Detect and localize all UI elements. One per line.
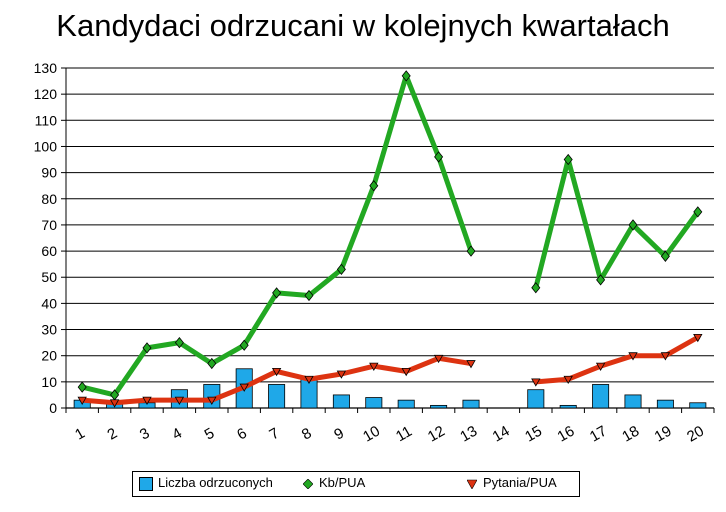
- data-point: [660, 250, 670, 262]
- data-point: [595, 362, 606, 371]
- x-tick-label: 14: [490, 423, 513, 446]
- x-tick-label: 18: [619, 423, 642, 446]
- data-point: [174, 396, 185, 405]
- data-point: [271, 367, 282, 377]
- x-tick-label: 13: [457, 423, 480, 446]
- x-tick-label: 12: [425, 423, 448, 446]
- legend-label-bar: Liczba odrzuconych: [158, 475, 273, 490]
- x-tick-label: 20: [684, 423, 707, 446]
- y-tick-label: 70: [41, 217, 57, 233]
- bar: [689, 402, 707, 409]
- y-tick-label: 50: [41, 269, 57, 285]
- y-tick-label: 110: [35, 112, 58, 128]
- chart-legend: Liczba odrzuconych Kb/PUA Pytania/PUA: [132, 471, 580, 497]
- data-point: [596, 274, 606, 286]
- x-tick-label: 2: [104, 425, 120, 444]
- legend-pytania-marker: [467, 479, 477, 489]
- series-line: [79, 73, 474, 398]
- data-point: [466, 360, 476, 369]
- y-tick-label: 90: [41, 165, 57, 181]
- data-point: [77, 396, 87, 405]
- legend-item-kb: Kb/PUA: [303, 475, 365, 490]
- data-point: [433, 354, 444, 364]
- x-tick-label: 9: [331, 425, 347, 444]
- legend-item-bar: Liczba odrzuconych: [139, 475, 273, 491]
- x-tick-label: 11: [393, 423, 415, 446]
- data-point: [369, 362, 379, 371]
- y-tick-label: 130: [34, 60, 58, 76]
- data-point: [336, 263, 346, 276]
- series-line: [533, 157, 701, 291]
- chart-title: Kandydaci odrzucani w kolejnych kwartała…: [56, 8, 670, 43]
- x-tick-label: 15: [522, 423, 545, 446]
- y-tick-label: 100: [34, 138, 58, 154]
- data-point: [563, 153, 573, 166]
- data-point: [401, 70, 411, 82]
- x-tick-label: 10: [360, 423, 383, 446]
- x-tick-label: 3: [137, 425, 153, 444]
- legend-item-pytania: Pytania/PUA: [467, 475, 557, 490]
- data-point: [466, 245, 476, 257]
- data-point: [563, 375, 573, 385]
- x-tick-label: 6: [234, 425, 250, 444]
- x-tick-label: 4: [169, 425, 185, 444]
- data-point: [336, 370, 347, 379]
- data-point: [174, 336, 184, 349]
- data-point: [531, 378, 541, 387]
- data-point: [401, 367, 411, 377]
- data-point: [142, 342, 152, 354]
- x-tick-label: 1: [72, 425, 88, 444]
- y-tick-label: 120: [34, 86, 58, 102]
- bar: [332, 394, 350, 409]
- data-point: [239, 383, 249, 392]
- data-point: [304, 289, 314, 302]
- bar: [430, 404, 448, 409]
- y-tick-label: 30: [41, 322, 57, 338]
- x-tick-label: 7: [266, 425, 282, 444]
- data-point: [434, 151, 444, 163]
- data-point: [207, 396, 217, 405]
- data-point: [693, 333, 703, 343]
- data-point: [531, 282, 541, 294]
- legend-label-pytania: Pytania/PUA: [483, 475, 557, 490]
- bar: [527, 389, 545, 409]
- legend-kb-marker: [303, 478, 313, 489]
- y-tick-label: 60: [41, 243, 57, 259]
- y-tick-label: 40: [41, 295, 57, 311]
- data-point: [628, 219, 638, 231]
- series-line: [533, 334, 701, 385]
- y-tick-label: 10: [41, 374, 57, 390]
- legend-label-kb: Kb/PUA: [319, 475, 366, 490]
- bar: [397, 399, 415, 409]
- y-tick-label: 80: [41, 191, 57, 207]
- bar: [656, 399, 674, 409]
- bar: [624, 394, 642, 409]
- x-tick-label: 19: [652, 423, 675, 446]
- data-point: [207, 357, 217, 370]
- data-point: [239, 339, 249, 351]
- bar: [592, 384, 610, 409]
- bar: [462, 399, 480, 409]
- bar: [365, 397, 383, 409]
- data-point: [109, 399, 120, 408]
- data-point: [369, 180, 379, 192]
- bar: [268, 384, 286, 409]
- x-tick-label: 17: [587, 423, 610, 446]
- data-point: [304, 375, 314, 385]
- y-tick-label: 20: [41, 348, 57, 364]
- data-point: [142, 396, 152, 405]
- y-tick-label: 0: [49, 400, 57, 416]
- data-point: [77, 381, 87, 393]
- bar: [559, 404, 577, 409]
- data-point: [272, 287, 282, 299]
- x-tick-label: 5: [202, 425, 218, 444]
- x-tick-label: 8: [299, 425, 315, 444]
- data-point: [628, 352, 638, 361]
- data-point: [660, 352, 671, 361]
- data-point: [693, 206, 703, 218]
- legend-bar-swatch: [139, 476, 153, 491]
- x-tick-label: 16: [554, 423, 577, 446]
